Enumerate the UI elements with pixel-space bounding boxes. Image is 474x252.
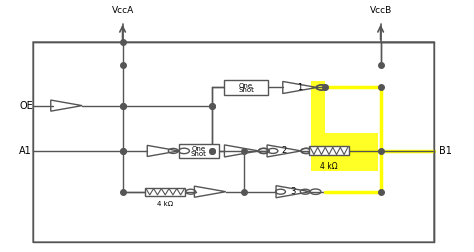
Text: 1: 1 bbox=[297, 83, 302, 92]
Text: Shot: Shot bbox=[238, 87, 254, 93]
Bar bbox=[33, 42, 435, 242]
Text: One: One bbox=[239, 83, 253, 89]
Text: A1: A1 bbox=[19, 146, 32, 156]
Bar bbox=[179, 144, 219, 158]
Text: VccB: VccB bbox=[370, 6, 392, 15]
Text: Shot: Shot bbox=[191, 151, 207, 157]
Bar bbox=[224, 80, 268, 96]
Text: 4 kΩ: 4 kΩ bbox=[157, 201, 173, 207]
Text: 4 kΩ: 4 kΩ bbox=[320, 162, 338, 171]
Bar bbox=[309, 146, 349, 155]
Text: One: One bbox=[192, 146, 206, 152]
Text: VccA: VccA bbox=[111, 6, 134, 15]
Polygon shape bbox=[311, 81, 378, 171]
Text: 3: 3 bbox=[291, 187, 296, 196]
Bar bbox=[145, 188, 185, 196]
Text: OE: OE bbox=[19, 101, 33, 111]
Text: B1: B1 bbox=[439, 146, 452, 156]
Text: 2: 2 bbox=[282, 146, 287, 155]
